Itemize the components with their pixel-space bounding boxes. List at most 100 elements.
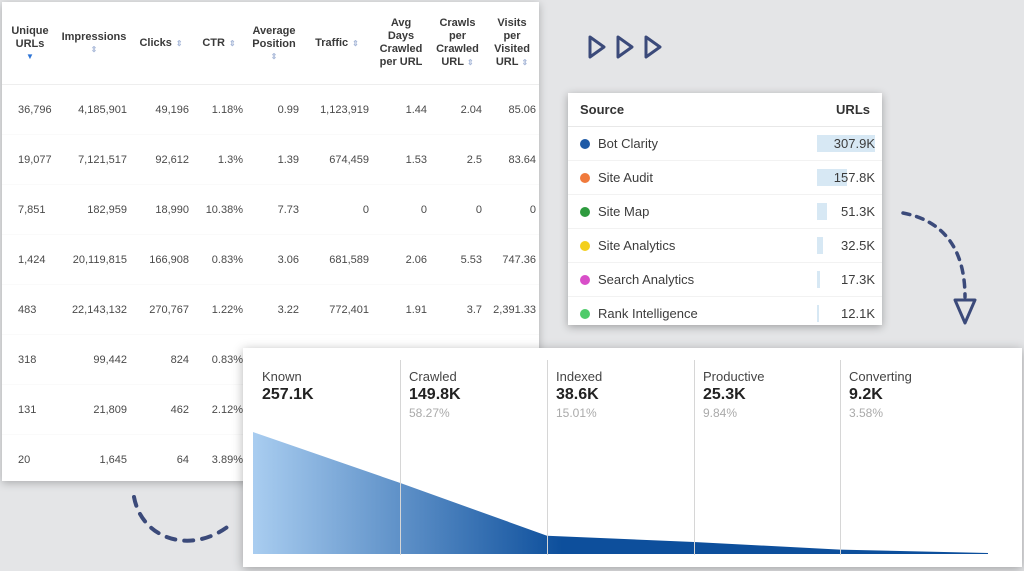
table-row[interactable]: 19,077 7,121,517 92,612 1.3% 1.39 674,459 1.53…	[2, 134, 539, 185]
stage-label: Converting	[849, 369, 912, 384]
table-cell: 5.53	[430, 234, 485, 285]
table-cell: 7,851	[2, 184, 58, 235]
table-cell: 3.06	[246, 234, 302, 285]
stage-label: Known	[262, 369, 302, 384]
column-header-text: per	[448, 30, 467, 42]
table-cell: 0	[485, 184, 539, 235]
legend-dot-icon	[580, 240, 590, 251]
sort-icon[interactable]: ⇕	[466, 58, 474, 67]
table-cell: 2,391.33	[485, 284, 539, 335]
table-row[interactable]: 36,796 4,185,901 49,196 1.18% 0.99 1,123,919 1…	[2, 85, 539, 135]
sort-icon[interactable]: ⇕	[228, 38, 236, 48]
table-cell: 1.3%	[192, 134, 246, 185]
table-cell: 22,143,132	[58, 284, 130, 335]
table-row[interactable]: 7,851 182,959 18,990 10.38% 7.73 0 0 0 0	[2, 184, 539, 235]
table-cell: 166,908	[130, 234, 192, 285]
sort-icon[interactable]: ⇕	[175, 38, 183, 48]
table-row[interactable]: 1,424 20,119,815 166,908 0.83% 3.06 681,589 2.…	[2, 234, 539, 285]
sort-icon[interactable]: ⇕	[90, 45, 98, 54]
column-header-visits-per-visited-url[interactable]: Visits per Visited URL ⇕	[485, 2, 539, 85]
source-row-rank-intelligence[interactable]: Rank Intelligence 12.1K	[568, 297, 882, 330]
url-funnel-card: Known 257.1K Crawled 149.8K 58.27% Indexed 38.…	[243, 348, 1022, 567]
column-header-text: per	[503, 30, 521, 42]
sort-icon[interactable]: ⇕	[521, 58, 529, 67]
source-row-search-analytics[interactable]: Search Analytics 17.3K	[568, 263, 882, 297]
column-header-avg-days-crawled-per-url[interactable]: Avg Days Crawled per URL	[372, 2, 430, 85]
urls-bar-cell: 17.3K	[817, 271, 875, 288]
column-header-average-position[interactable]: Average Position ⇕	[246, 2, 302, 85]
table-cell: 7,121,517	[58, 134, 130, 185]
column-header-impressions[interactable]: Impressions ⇕	[58, 2, 130, 85]
table-cell: 3.22	[246, 284, 302, 335]
table-cell: 20,119,815	[58, 234, 130, 285]
sort-descending-icon[interactable]: ▼	[26, 51, 34, 61]
table-cell: 0.83%	[192, 334, 246, 385]
column-header-text: URL	[495, 56, 519, 68]
column-header-crawls-per-crawled-url[interactable]: Crawls per Crawled URL ⇕	[430, 2, 485, 85]
urls-value: 157.8K	[833, 170, 875, 185]
urls-bar-cell: 51.3K	[817, 203, 875, 220]
urls-value: 12.1K	[841, 306, 875, 321]
column-header-text: Impressions	[61, 31, 127, 43]
table-cell: 0	[430, 184, 485, 235]
column-header-text: Unique	[11, 24, 49, 37]
funnel-stage-known[interactable]: Known 257.1K	[253, 348, 400, 567]
column-header-text: Traffic	[315, 36, 349, 49]
funnel-chart	[253, 432, 988, 554]
urls-bar-cell: 307.9K	[817, 135, 875, 152]
urls-bar-cell: 12.1K	[817, 305, 875, 322]
table-cell: 2.12%	[192, 384, 246, 435]
source-row-site-analytics[interactable]: Site Analytics 32.5K	[568, 229, 882, 263]
stage-divider	[694, 360, 695, 555]
table-cell: 182,959	[58, 184, 130, 235]
legend-dot-icon	[580, 138, 590, 149]
table-cell: 49,196	[155, 103, 189, 116]
table-cell: 462	[130, 384, 192, 435]
table-cell: 64	[130, 434, 192, 481]
column-header-text: Days	[387, 30, 415, 42]
column-header-ctr[interactable]: CTR ⇕	[192, 2, 246, 85]
dashed-curve-decoration-icon	[132, 495, 232, 543]
sort-icon[interactable]: ⇕	[352, 38, 359, 48]
column-header-clicks[interactable]: Clicks ⇕	[130, 2, 192, 85]
urls-value: 32.5K	[841, 238, 875, 253]
column-header-text: Visits	[497, 17, 527, 29]
urls-column-header[interactable]: URLs	[836, 102, 870, 117]
table-cell: 2.5	[430, 134, 485, 185]
urls-bar	[817, 135, 875, 152]
table-cell: 1.39	[246, 134, 302, 185]
source-row-bot-clarity[interactable]: Bot Clarity 307.9K	[568, 127, 882, 161]
table-cell: 20	[2, 434, 58, 481]
legend-dot-icon	[580, 206, 590, 217]
table-cell: 99,442	[58, 334, 130, 385]
source-urls-card: Source URLs Bot Clarity 307.9K Site Audit 1…	[568, 93, 882, 325]
funnel-stage-productive[interactable]: Productive 25.3K 9.84%	[694, 348, 840, 567]
source-column-header[interactable]: Source	[580, 102, 625, 117]
column-header-text: Clicks	[139, 36, 172, 49]
legend-dot-icon	[580, 308, 590, 319]
funnel-stage-indexed[interactable]: Indexed 38.6K 15.01%	[547, 348, 694, 567]
table-row[interactable]: 483 22,143,132 270,767 1.22% 3.22 772,401 1.91…	[2, 284, 539, 335]
column-header-unique-urls[interactable]: Unique URLs ▼	[2, 2, 58, 85]
column-header-traffic[interactable]: Traffic ⇕	[302, 2, 372, 85]
funnel-stage-crawled[interactable]: Crawled 149.8K 58.27%	[400, 348, 547, 567]
urls-bar	[817, 271, 821, 288]
triple-play-arrows-icon	[588, 35, 662, 59]
funnel-stage-converting[interactable]: Converting 9.2K 3.58%	[840, 348, 988, 567]
column-header-text: Crawls	[439, 17, 476, 29]
urls-bar	[817, 305, 820, 322]
stage-divider	[400, 360, 401, 555]
table-cell: 483	[2, 284, 58, 335]
source-row-site-audit[interactable]: Site Audit 157.8K	[568, 161, 882, 195]
source-row-site-map[interactable]: Site Map 51.3K	[568, 195, 882, 229]
urls-value: 51.3K	[841, 204, 875, 219]
column-header-text: Avg	[390, 17, 412, 29]
table-cell: 85.06	[508, 103, 536, 116]
stage-divider	[840, 360, 841, 555]
sort-icon[interactable]: ⇕	[270, 51, 278, 61]
column-header-text: URLs	[15, 37, 45, 50]
table-cell: 1,424	[2, 234, 58, 285]
table-cell: 1,645	[58, 434, 130, 481]
table-cell: 1.91	[372, 284, 430, 335]
table-cell: 270,767	[130, 284, 192, 335]
